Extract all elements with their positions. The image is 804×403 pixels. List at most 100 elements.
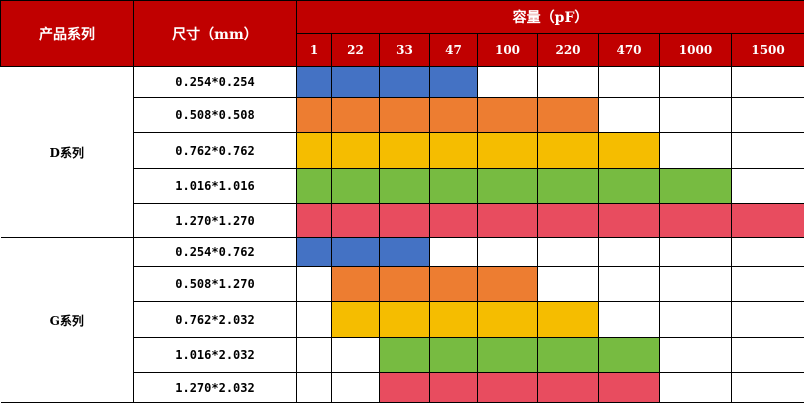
capacity-available-cell [430, 98, 478, 133]
capacity-available-cell [660, 204, 732, 238]
capacity-available-cell [430, 338, 478, 373]
capacity-empty-cell [660, 98, 732, 133]
capacity-available-cell [380, 238, 430, 267]
capacity-empty-cell [332, 373, 380, 403]
size-cell: 0.508*0.508 [134, 98, 297, 133]
size-cell: 1.270*1.270 [134, 204, 297, 238]
capacity-empty-cell [732, 267, 804, 302]
capacity-available-cell [478, 204, 538, 238]
capacity-empty-cell [732, 338, 804, 373]
capacity-header-100: 100 [478, 34, 538, 67]
series-name: D系列 [1, 67, 134, 238]
capacity-available-cell [380, 98, 430, 133]
capacity-available-cell [660, 169, 732, 204]
capacity-empty-cell [732, 169, 804, 204]
capacity-available-cell [599, 169, 660, 204]
capacity-available-cell [430, 373, 478, 403]
size-cell: 0.254*0.254 [134, 67, 297, 98]
capacity-available-cell [332, 238, 380, 267]
capacity-empty-cell [599, 67, 660, 98]
capacity-available-cell [538, 169, 599, 204]
capacity-empty-cell [660, 238, 732, 267]
capacity-available-cell [732, 204, 804, 238]
capacity-available-cell [599, 204, 660, 238]
capacity-empty-cell [660, 302, 732, 338]
capacity-header-33: 33 [380, 34, 430, 67]
capacity-available-cell [478, 338, 538, 373]
capacity-empty-cell [538, 267, 599, 302]
capacity-empty-cell [732, 238, 804, 267]
capacity-empty-cell [297, 267, 332, 302]
capacity-available-cell [380, 302, 430, 338]
capacity-available-cell [538, 133, 599, 169]
capacity-available-cell [478, 373, 538, 403]
capacity-available-cell [332, 133, 380, 169]
capacity-header-470: 470 [599, 34, 660, 67]
capacity-available-cell [297, 169, 332, 204]
capacity-empty-cell [732, 373, 804, 403]
size-cell: 1.270*2.032 [134, 373, 297, 403]
capacity-available-cell [430, 267, 478, 302]
capacity-header-47: 47 [430, 34, 478, 67]
capacity-available-cell [478, 267, 538, 302]
capacity-available-cell [332, 267, 380, 302]
capacity-empty-cell [660, 338, 732, 373]
capacity-available-cell [478, 302, 538, 338]
series-name: G系列 [1, 238, 134, 403]
capacity-available-cell [478, 169, 538, 204]
capacity-empty-cell [732, 302, 804, 338]
capacity-available-cell [538, 204, 599, 238]
capacity-available-cell [430, 204, 478, 238]
capacity-empty-cell [599, 98, 660, 133]
capacity-empty-cell [732, 67, 804, 98]
capacity-available-cell [478, 133, 538, 169]
capacity-available-cell [599, 133, 660, 169]
capacity-empty-cell [599, 267, 660, 302]
capacity-available-cell [297, 204, 332, 238]
size-cell: 0.508*1.270 [134, 267, 297, 302]
capacity-header-1500: 1500 [732, 34, 804, 67]
capacity-empty-cell [599, 302, 660, 338]
capacity-header-1: 1 [297, 34, 332, 67]
capacity-available-cell [538, 373, 599, 403]
capacity-available-cell [599, 338, 660, 373]
capacity-header-220: 220 [538, 34, 599, 67]
capacity-empty-cell [478, 238, 538, 267]
capacity-available-cell [297, 98, 332, 133]
capacity-header-22: 22 [332, 34, 380, 67]
capacity-empty-cell [660, 267, 732, 302]
capacity-empty-cell [732, 98, 804, 133]
capacity-available-cell [332, 67, 380, 98]
capacity-available-cell [332, 169, 380, 204]
capacity-available-cell [297, 67, 332, 98]
capacity-available-cell [297, 133, 332, 169]
size-cell: 1.016*2.032 [134, 338, 297, 373]
capacity-available-cell [538, 98, 599, 133]
capacity-available-cell [538, 338, 599, 373]
size-cell: 0.762*0.762 [134, 133, 297, 169]
capacity-available-cell [380, 67, 430, 98]
capacity-available-cell [538, 302, 599, 338]
capacity-available-cell [380, 133, 430, 169]
capacity-available-cell [297, 238, 332, 267]
header-series: 产品系列 [1, 1, 134, 67]
size-cell: 0.254*0.762 [134, 238, 297, 267]
capacity-empty-cell [660, 67, 732, 98]
capacity-available-cell [478, 98, 538, 133]
capacity-available-cell [430, 302, 478, 338]
capacity-empty-cell [732, 133, 804, 169]
capacity-available-cell [380, 204, 430, 238]
capacity-available-cell [599, 373, 660, 403]
capacity-available-cell [380, 169, 430, 204]
capacity-available-cell [430, 169, 478, 204]
capacity-available-cell [332, 204, 380, 238]
capacity-empty-cell [430, 238, 478, 267]
capacity-header-1000: 1000 [660, 34, 732, 67]
capacity-available-cell [332, 302, 380, 338]
size-cell: 0.762*2.032 [134, 302, 297, 338]
size-cell: 1.016*1.016 [134, 169, 297, 204]
capacity-empty-cell [297, 338, 332, 373]
